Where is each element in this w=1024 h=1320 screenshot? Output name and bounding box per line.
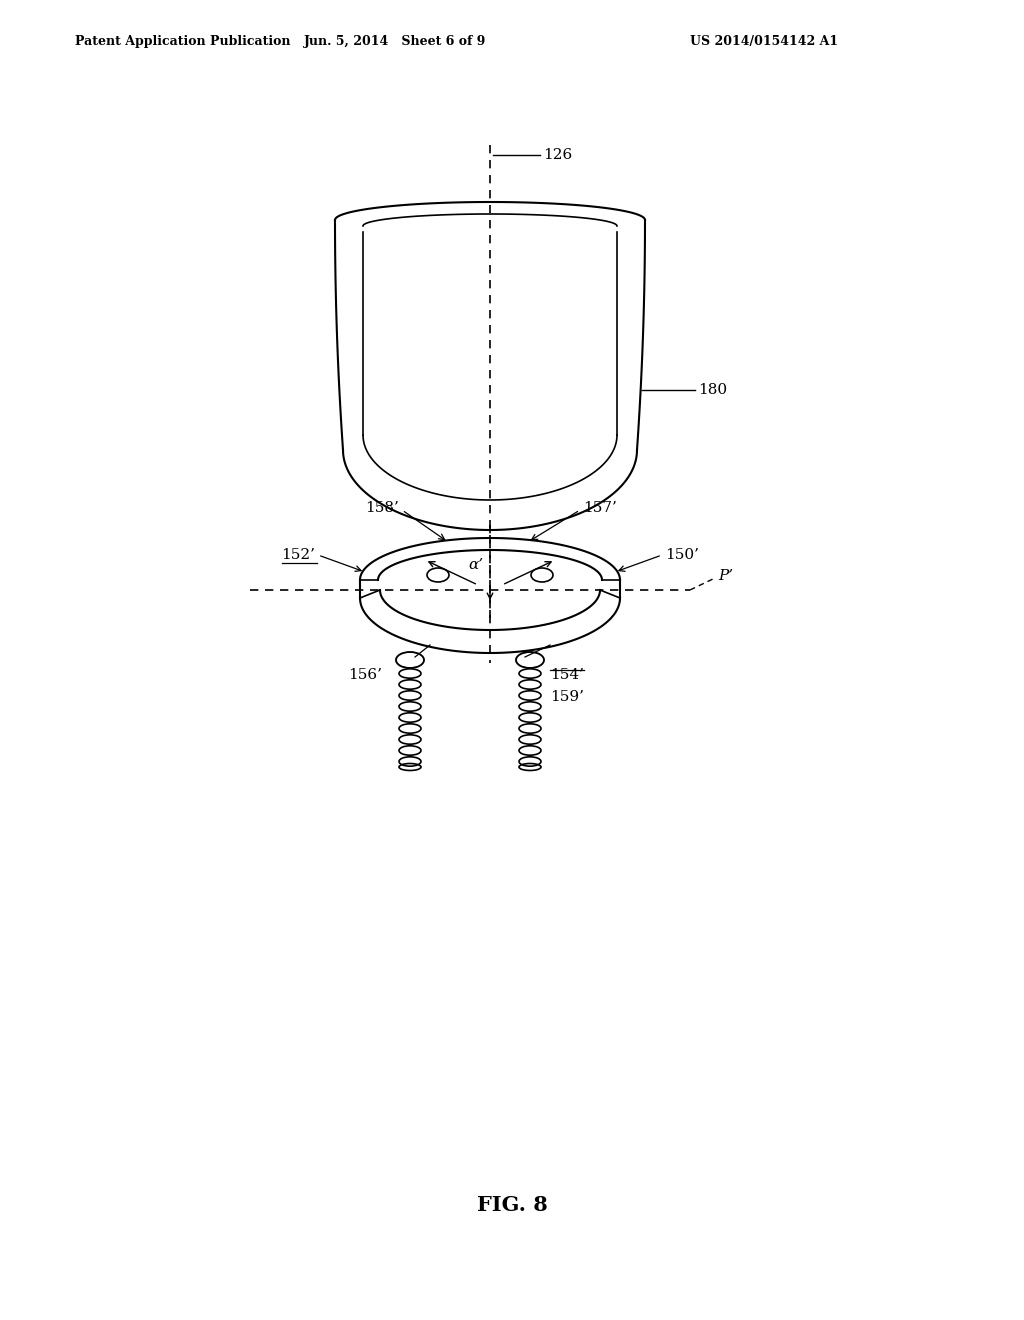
Text: 152’: 152’	[281, 548, 315, 562]
Text: FIG. 8: FIG. 8	[476, 1195, 548, 1214]
Text: 180: 180	[698, 383, 727, 397]
Text: P’: P’	[718, 569, 733, 583]
Text: US 2014/0154142 A1: US 2014/0154142 A1	[690, 36, 838, 48]
Text: Jun. 5, 2014   Sheet 6 of 9: Jun. 5, 2014 Sheet 6 of 9	[304, 36, 486, 48]
Text: α’: α’	[468, 558, 483, 572]
Text: 154’: 154’	[550, 668, 584, 682]
Text: 157’: 157’	[583, 502, 616, 515]
Text: 156’: 156’	[348, 668, 382, 682]
Text: Patent Application Publication: Patent Application Publication	[75, 36, 291, 48]
Text: 150’: 150’	[665, 548, 699, 562]
Text: 159’: 159’	[550, 690, 584, 704]
Text: 158’: 158’	[366, 502, 399, 515]
Text: 126: 126	[543, 148, 572, 162]
